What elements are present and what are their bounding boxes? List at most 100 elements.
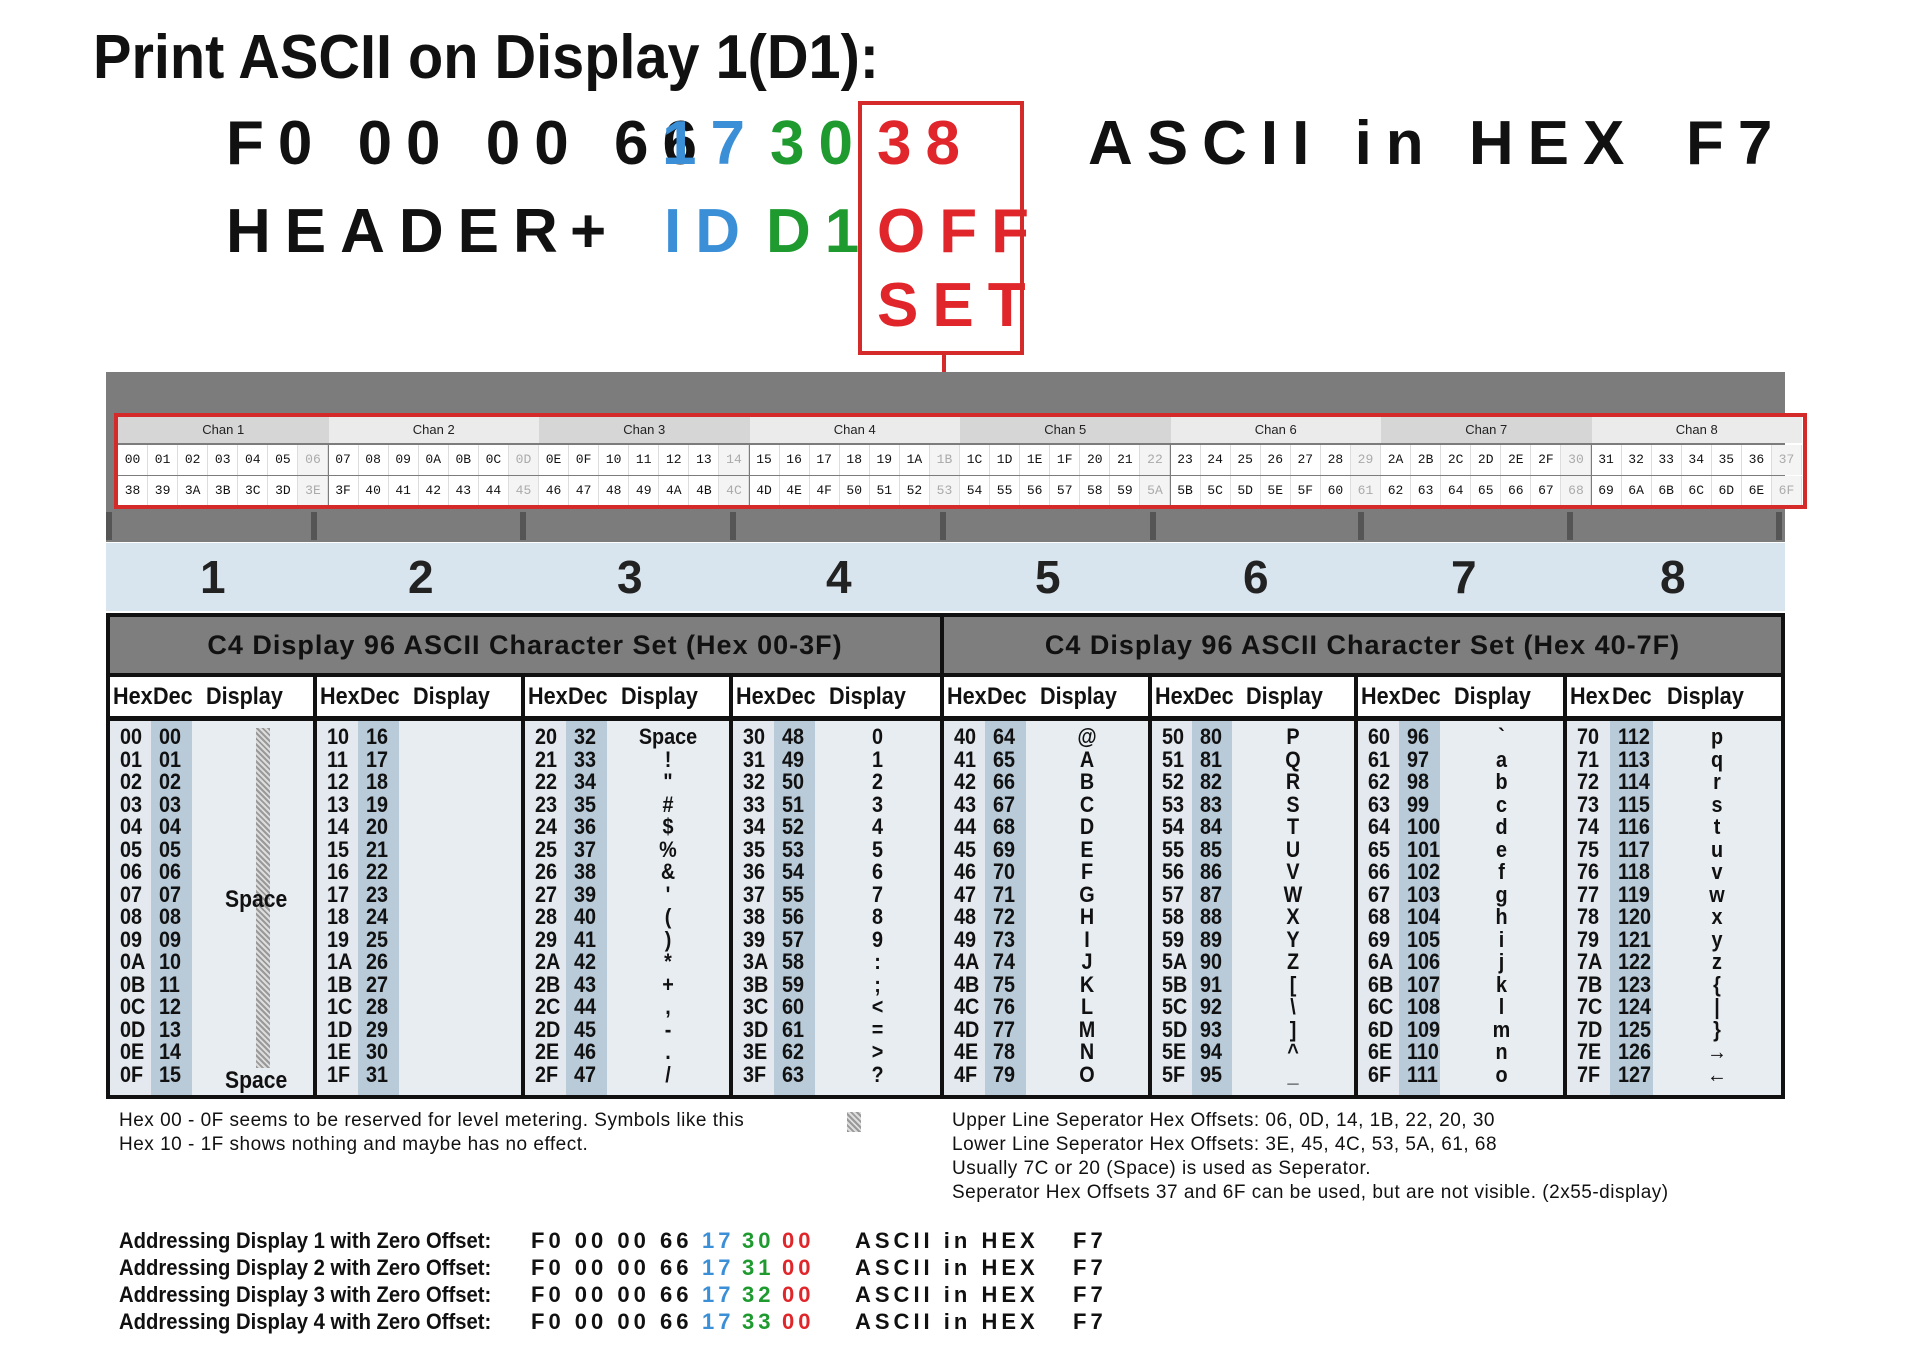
channel-offset-cell: 48: [599, 476, 630, 506]
channel-offset-cell: 03: [208, 445, 239, 475]
channel-offset-cell: 60: [1320, 476, 1351, 506]
channel-map-highlight: [114, 413, 1807, 509]
channel-offset-cell: 0A: [418, 445, 449, 475]
note-right-2: Lower Line Seperator Hex Offsets: 3E, 45…: [952, 1134, 1498, 1155]
plus-sign: +: [570, 197, 621, 266]
strip-tick: [311, 512, 317, 540]
column-separator: [1563, 677, 1567, 1099]
channel-offset-cell: 43: [448, 476, 479, 506]
channel-offset-cell: 20: [1080, 445, 1111, 475]
addressing-display-byte-text: 31: [742, 1255, 775, 1280]
addressing-display-byte-text: 30: [742, 1228, 775, 1253]
channel-offset-cell: 00: [118, 445, 149, 475]
addressing-label: Addressing Display 3 with Zero Offset:: [119, 1282, 524, 1308]
space-label: Space: [225, 1067, 288, 1094]
dec-col-bg: [1192, 721, 1232, 1095]
set-label: SET: [877, 271, 1040, 340]
addressing-label: Addressing Display 4 with Zero Offset:: [119, 1309, 524, 1335]
channel-offset-cell: 26: [1260, 445, 1291, 475]
dec-values: 16 17 18 19 20 21 22 23 24 25 26 27 28 2…: [366, 724, 389, 1087]
column-separator: [1354, 677, 1358, 1099]
addressing-offset-text: 00: [782, 1255, 815, 1280]
channel-number-bar: [106, 543, 1785, 611]
hex-header: Hex: [113, 683, 153, 710]
channel-offset-cell: 0E: [539, 445, 570, 475]
offset-highlight-box: [858, 101, 1024, 355]
hex-values: 10 11 12 13 14 15 16 17 18 19 1A 1B 1C 1…: [327, 724, 353, 1087]
channel-offset-cell: 16: [779, 445, 810, 475]
column-separator: [521, 677, 525, 1099]
addressing-header-text: F0 00 00 66: [531, 1282, 693, 1307]
display-values: 0 1 2 3 4 5 6 7 8 9 : ; < = > ?: [871, 724, 884, 1087]
channel-offset-cell: 6E: [1741, 476, 1772, 506]
strip-tick: [1358, 512, 1364, 540]
note-right-3: Usually 7C or 20 (Space) is used as Sepe…: [952, 1158, 1372, 1179]
channel-offset-cell: 18: [839, 445, 870, 475]
hex-values: 60 61 62 63 64 65 66 67 68 69 6A 6B 6C 6…: [1368, 724, 1394, 1087]
display-col-bg: [1653, 721, 1781, 1095]
addressing-end-byte-text: F7: [1073, 1309, 1107, 1334]
dec-col-bg: [566, 721, 607, 1095]
addressing-id-text: 17: [702, 1309, 735, 1334]
channel-offset-cell: 0F: [569, 445, 600, 475]
addressing-ascii-label-text: ASCII in HEX: [855, 1309, 1039, 1334]
channel-offset-cell: 06: [298, 445, 329, 475]
channel-offset-cell: 47: [569, 476, 600, 506]
channel-offset-cell: 5D: [1230, 476, 1261, 506]
channel-offset-cell: 51: [869, 476, 900, 506]
addressing-display-byte: 30: [742, 1228, 774, 1254]
addressing-end-byte-text: F7: [1073, 1255, 1107, 1280]
channel-offset-cell: 33: [1651, 445, 1682, 475]
addressing-end-byte-text: F7: [1073, 1228, 1107, 1253]
channel-offset-cell: 08: [358, 445, 389, 475]
channel-offset-cell: 68: [1561, 476, 1592, 506]
channel-offset-cell: 01: [148, 445, 179, 475]
addressing-label: Addressing Display 2 with Zero Offset:: [119, 1255, 524, 1281]
dec-col-bg: [985, 721, 1026, 1095]
channel-number: 6: [1243, 551, 1269, 603]
column-separator: [313, 677, 317, 1099]
addressing-ascii-label-text: ASCII in HEX: [855, 1228, 1039, 1253]
channel-offset-cell: 32: [1621, 445, 1652, 475]
channel-number: 5: [1035, 551, 1061, 603]
channel-offset-cell: 5B: [1170, 476, 1201, 506]
addressing-header-text: F0 00 00 66: [531, 1309, 693, 1334]
page-title: Print ASCII on Display 1(D1):: [93, 23, 879, 92]
display-header: Display: [621, 683, 698, 710]
addressing-header-text: F0 00 00 66: [531, 1255, 693, 1280]
hex-col-bg: [1152, 721, 1192, 1095]
channel-offset-cell: 4D: [749, 476, 780, 506]
channel-offset-cell: 4C: [719, 476, 750, 506]
channel-offset-cell: 5C: [1200, 476, 1231, 506]
display-values: @ A B C D E F G H I J K L M N O: [1077, 724, 1097, 1087]
strip-tick: [1776, 512, 1782, 540]
display-values: Space ! " # $ % & ' ( ) * + , - . /: [638, 724, 698, 1087]
channel-offset-cell: 66: [1501, 476, 1532, 506]
channel-offset-cell: 1A: [899, 445, 930, 475]
display-values: ` a b c d e f g h i j k l m n o: [1492, 724, 1511, 1087]
channel-offset-cell: 6D: [1711, 476, 1742, 506]
hex-header: Hex: [947, 683, 987, 710]
dec-values: 96 97 98 99 100 101 102 103 104 105 106 …: [1407, 724, 1441, 1087]
dec-values: 32 33 34 35 36 37 38 39 40 41 42 43 44 4…: [574, 724, 597, 1087]
channel-offset-cell: 0B: [448, 445, 479, 475]
addressing-ascii-label: ASCII in HEX: [855, 1228, 1039, 1254]
channel-offset-cell: 6F: [1771, 476, 1802, 506]
dec-header: Dec: [987, 683, 1027, 710]
d1-byte: 30: [770, 109, 867, 178]
channel-offset-cell: 58: [1080, 476, 1111, 506]
channel-offset-cell: 69: [1591, 476, 1622, 506]
channel-offset-cell: 13: [689, 445, 720, 475]
channel-offset-cell: 62: [1381, 476, 1412, 506]
display-header: Display: [206, 683, 283, 710]
addressing-id-text: 17: [702, 1228, 735, 1253]
addressing-display-byte: 31: [742, 1255, 774, 1281]
dec-header: Dec: [153, 683, 193, 710]
channel-offset-cell: 3C: [238, 476, 269, 506]
channel-offset-cell: 10: [599, 445, 630, 475]
channel-offset-cell: 57: [1050, 476, 1081, 506]
level-meter-symbol: [847, 1112, 861, 1132]
channel-offset-cell: 25: [1230, 445, 1261, 475]
addressing-header: F0 00 00 66: [531, 1309, 692, 1335]
addressing-header: F0 00 00 66: [531, 1228, 692, 1254]
